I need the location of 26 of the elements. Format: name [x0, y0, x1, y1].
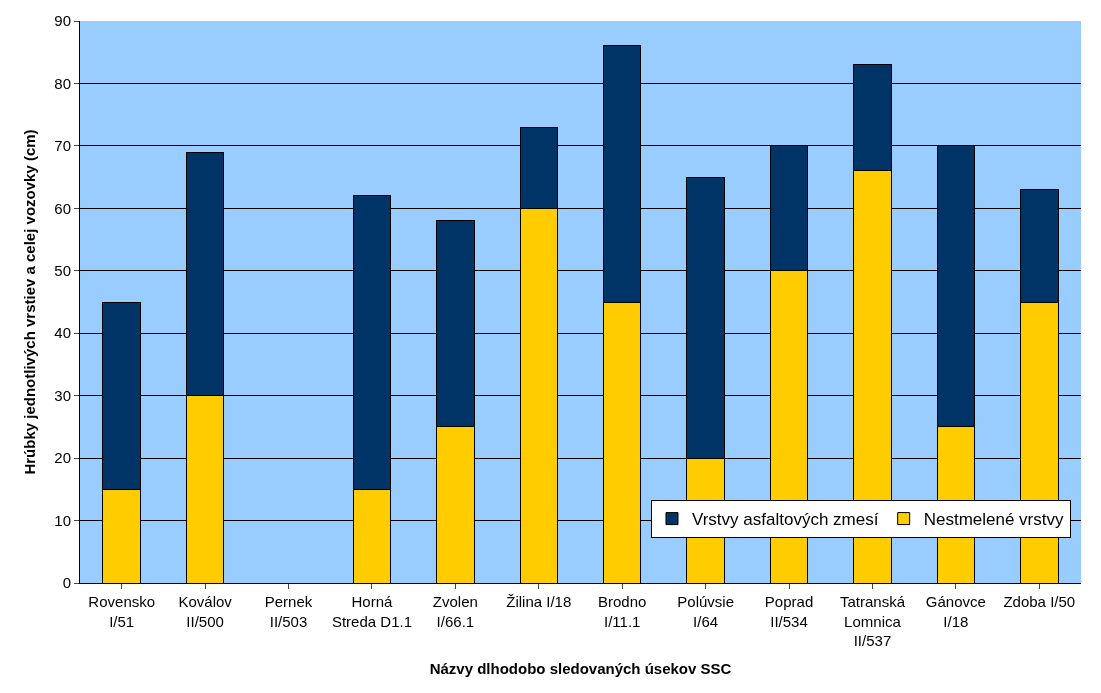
- x-tick-label: Poprad II/534: [764, 593, 814, 630]
- y-tick-label: 20: [54, 449, 71, 467]
- y-tick-label: 90: [54, 12, 71, 30]
- legend-label: Nestmelené vrstvy: [923, 510, 1064, 530]
- legend-label: Vrstvy asfaltových zmesí: [691, 510, 879, 530]
- x-tick-label: Žilina I/18: [506, 593, 572, 610]
- y-tick-label: 0: [62, 574, 71, 592]
- x-tick-label: Horná Streda D1.1: [331, 593, 412, 630]
- x-tick-label: Rovensko I/51: [88, 593, 156, 630]
- y-tick-label: 80: [54, 74, 71, 92]
- y-tick-label: 10: [54, 511, 71, 529]
- x-tick-label: Brodno I/11.1: [598, 593, 647, 630]
- y-tick-label: 70: [54, 137, 71, 155]
- y-tick-label: 40: [54, 324, 71, 342]
- x-tick-label: Koválov II/500: [178, 593, 233, 630]
- x-axis-title: Názvy dlhodobo sledovaných úsekov SSC: [429, 660, 732, 677]
- x-tick-label: Zdoba I/50: [1003, 593, 1076, 610]
- y-tick-label: 50: [54, 262, 71, 280]
- x-tick-label: Gánovce I/18: [925, 593, 986, 630]
- y-axis-title: Hrúbky jednotlivých vrstiev a celej vozovky (cm): [20, 129, 38, 475]
- x-tick-label: Tatranská Lomnica II/537: [839, 593, 906, 649]
- x-tick-label: Pernek II/503: [264, 593, 313, 630]
- x-tick-label: Polúvsie I/64: [677, 593, 734, 630]
- x-tick-label: Zvolen I/66.1: [432, 593, 478, 630]
- y-tick-label: 60: [54, 199, 71, 217]
- y-tick-label: 30: [54, 386, 71, 404]
